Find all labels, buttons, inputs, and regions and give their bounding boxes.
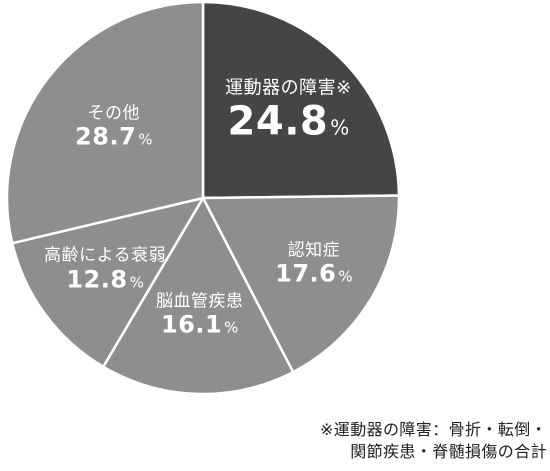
slice-value: 28.7 <box>75 122 137 151</box>
pie-slice <box>101 196 295 396</box>
slice-name: 高齢による衰弱 <box>44 245 167 266</box>
slice-name: 運動器の障害※ <box>225 77 352 99</box>
slice-value: 24.8 <box>227 98 329 145</box>
slice-value-line: 24.8% <box>225 99 352 145</box>
footnote-line-1: ※運動器の障害：骨折・転倒・ <box>319 420 547 439</box>
pie-slices <box>5 0 401 396</box>
pie-slice <box>5 0 205 245</box>
pie-slice <box>201 0 401 200</box>
footnote: ※運動器の障害：骨折・転倒・ 関節疾患・脊髄損傷の合計 <box>247 419 547 463</box>
slice-value-line: 16.1% <box>156 310 244 340</box>
slice-label: 高齢による衰弱 12.8% <box>44 246 166 293</box>
slice-value: 12.8 <box>66 264 128 293</box>
slice-value: 16.1 <box>160 310 223 339</box>
slice-label: その他 28.7% <box>75 102 152 151</box>
slice-name: 脳血管疾患 <box>155 291 244 312</box>
slice-label: 脳血管疾患 16.1% <box>155 291 244 340</box>
slice-unit: % <box>330 115 350 140</box>
pie-slice <box>201 194 401 374</box>
slice-unit: % <box>129 272 144 291</box>
slice-value: 17.6 <box>275 259 337 288</box>
slice-unit: % <box>224 318 239 337</box>
slice-label: 認知症 17.6% <box>275 239 352 288</box>
slice-unit: % <box>338 267 353 286</box>
slice-name: 認知症 <box>287 239 341 260</box>
slice-value-line: 12.8% <box>44 264 166 294</box>
footnote-line-2: 関節疾患・脊髄損傷の合計 <box>350 442 547 461</box>
slice-value-line: 17.6% <box>275 260 352 288</box>
slice-label: 運動器の障害※ 24.8% <box>225 77 352 145</box>
pie-slice <box>11 196 205 368</box>
slice-value-line: 28.7% <box>75 123 152 151</box>
slice-unit: % <box>138 130 153 149</box>
slice-name: その他 <box>87 102 141 123</box>
